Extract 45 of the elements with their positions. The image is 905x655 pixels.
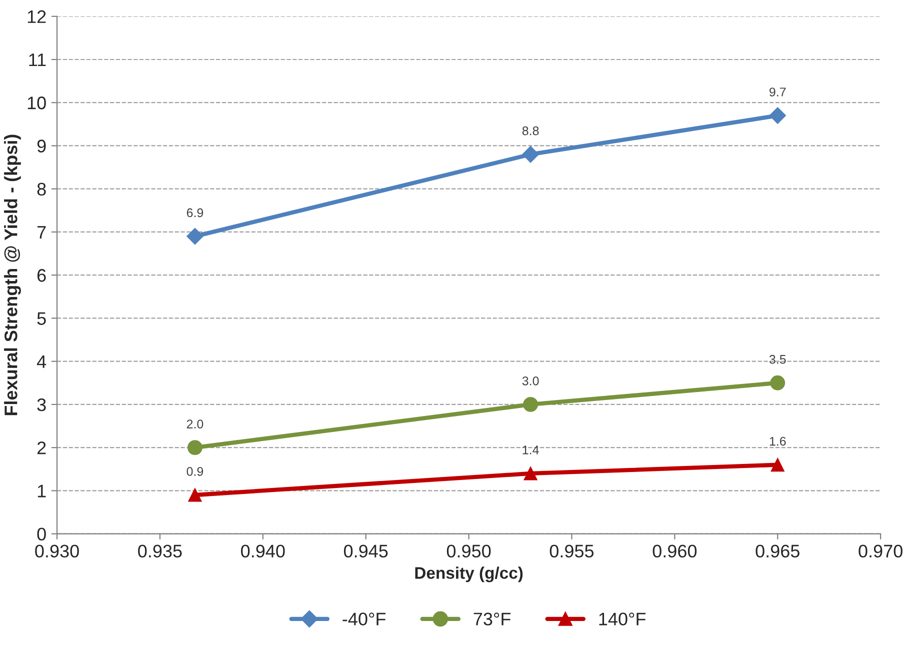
- y-axis-title: Flexural Strength @ Yield - (kpsi): [4, 134, 21, 416]
- point: [187, 440, 202, 456]
- point: [770, 375, 786, 390]
- point: [524, 466, 538, 480]
- y-tick-label: 7: [37, 226, 46, 239]
- data-label: 1.4: [522, 446, 539, 454]
- x-tick-label: 0.935: [138, 544, 182, 558]
- y-tick-label: 4: [36, 355, 46, 368]
- y-tick-label: 9: [37, 140, 46, 152]
- data-label: 3.5: [769, 354, 786, 364]
- x-tick-label: 0.960: [652, 544, 697, 558]
- data-label: 3.0: [522, 376, 539, 386]
- point: [188, 488, 202, 502]
- legend-label: -40°F: [342, 612, 386, 626]
- y-tick-label: 0: [37, 528, 46, 541]
- data-label: 8.8: [522, 126, 539, 136]
- y-tick-label: 5: [37, 312, 46, 325]
- x-tick-label: 0.965: [756, 544, 800, 558]
- x-axis-title: Density (g/cc): [415, 566, 523, 582]
- legend-label: 140°F: [599, 612, 646, 626]
- data-label: 9.7: [770, 88, 786, 96]
- y-tick-label: 3: [37, 398, 46, 412]
- x-tick-label: 0.940: [241, 544, 285, 558]
- x-tick-label: 0.955: [550, 544, 594, 558]
- point: [523, 397, 538, 412]
- point: [522, 146, 539, 163]
- y-tick-label: 8: [37, 182, 46, 196]
- y-tick-label: 2: [37, 442, 46, 454]
- data-label: 2.0: [186, 420, 204, 428]
- y-tick-label: 12: [28, 10, 46, 23]
- y-tick-label: 1: [38, 484, 46, 498]
- data-label: 0.9: [186, 467, 204, 476]
- y-tick-label: 6: [37, 269, 46, 282]
- data-label: 1.6: [770, 436, 786, 446]
- x-tick-label: 0.970: [858, 544, 902, 558]
- x-tick-label: 0.945: [344, 544, 388, 558]
- x-tick-label: 0.930: [35, 544, 79, 558]
- x-tick-label: 0.950: [446, 544, 491, 558]
- y-tick-label: 10: [28, 96, 46, 110]
- point: [186, 228, 204, 245]
- data-label: 6.9: [186, 208, 204, 218]
- point: [770, 458, 784, 472]
- point: [769, 107, 786, 124]
- legend-label: 73°F: [474, 612, 510, 626]
- y-tick-label: 11: [29, 54, 46, 66]
